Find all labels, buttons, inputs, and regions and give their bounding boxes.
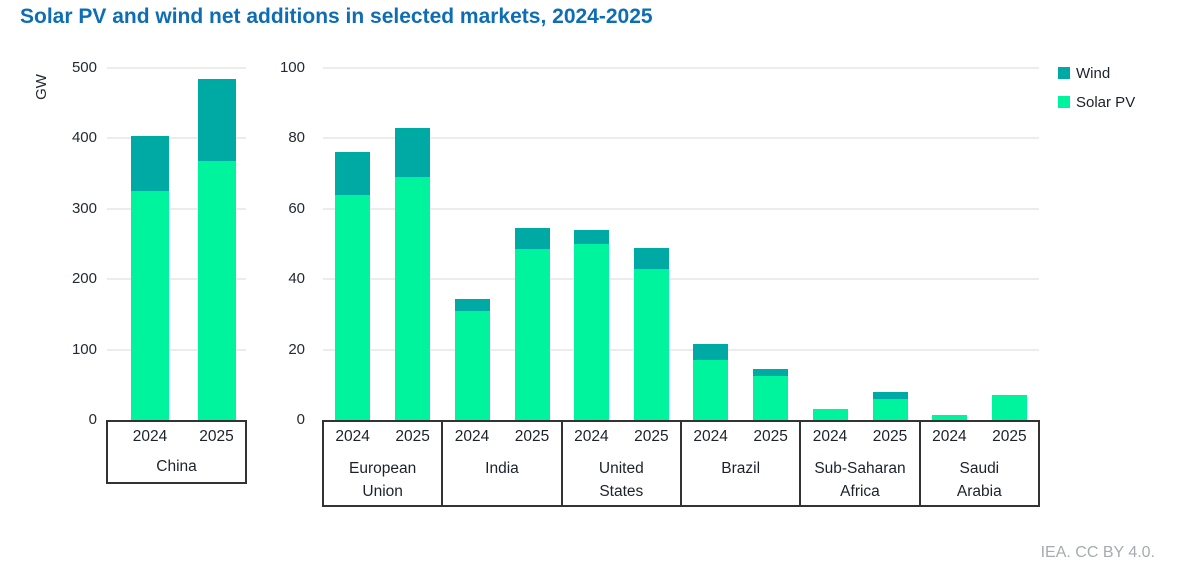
bar-segment-wind	[131, 135, 169, 192]
x-year-label: 2025	[199, 428, 234, 445]
x-year-label: 2024	[574, 428, 609, 445]
legend-item: Wind	[1058, 64, 1135, 82]
category-divider	[799, 420, 802, 507]
x-year-label: 2024	[335, 428, 370, 445]
y-tick-label: 60	[288, 199, 305, 217]
x-country-label: Arabia	[956, 483, 1002, 500]
x-year-label: 2025	[753, 428, 788, 445]
x-country-label: Africa	[840, 483, 880, 500]
category-box	[106, 420, 247, 484]
category-divider	[918, 420, 921, 507]
legend-label: Solar PV	[1076, 93, 1136, 111]
x-year-label: 2025	[872, 428, 908, 445]
gridline	[323, 137, 1039, 140]
gridline	[107, 67, 246, 69]
y-tick-label: 20	[288, 340, 305, 358]
bar-segment-wind	[872, 391, 908, 399]
bar-segment-solar-pv	[931, 414, 967, 420]
bar-segment-solar-pv	[812, 409, 848, 420]
gridline	[107, 207, 246, 210]
bar-segment-wind	[395, 127, 431, 178]
gridline	[323, 67, 1039, 69]
category-divider	[441, 420, 444, 507]
x-country-label: United	[598, 460, 644, 477]
x-year-label: 2024	[932, 428, 967, 445]
y-tick-label: 100	[71, 340, 97, 358]
gridline	[107, 348, 246, 351]
legend-swatch-wind	[1058, 67, 1070, 79]
gridline	[323, 207, 1039, 210]
bar-segment-solar-pv	[197, 160, 236, 420]
bar-segment-solar-pv	[335, 194, 371, 420]
x-country-label: Union	[362, 483, 403, 500]
x-year-label: 2024	[812, 428, 848, 445]
y-tick-label: 300	[71, 199, 97, 217]
x-country-label: India	[485, 460, 519, 477]
x-country-label: Brazil	[721, 460, 761, 477]
chart-title: Solar PV and wind net additions in selec…	[20, 5, 653, 28]
x-country-label: Sub-Saharan	[814, 460, 906, 477]
x-year-label: 2024	[454, 428, 490, 445]
bar-segment-solar-pv	[395, 177, 431, 420]
legend: Wind Solar PV	[1058, 64, 1135, 111]
bar-segment-wind	[454, 298, 490, 311]
bar-segment-wind	[573, 229, 609, 244]
x-year-label: 2024	[693, 428, 728, 445]
y-tick-label: 80	[288, 129, 305, 147]
bar-segment-wind	[633, 247, 669, 269]
bar-segment-solar-pv	[633, 268, 669, 420]
bar-segment-wind	[753, 368, 789, 376]
bar-segment-wind	[514, 228, 550, 250]
bar-segment-solar-pv	[693, 360, 729, 420]
y-tick-label: 400	[71, 129, 97, 147]
bar-segment-wind	[197, 78, 236, 161]
gridline	[107, 278, 246, 281]
gridline	[107, 137, 246, 140]
x-country-label: European	[349, 460, 417, 477]
legend-item: Solar PV	[1058, 93, 1135, 111]
x-country-label: Saudi	[959, 460, 1000, 477]
y-tick-label: 200	[71, 270, 97, 288]
x-year-label: 2025	[395, 428, 430, 445]
bar-segment-solar-pv	[991, 395, 1027, 420]
x-year-label: 2025	[992, 428, 1027, 445]
bar-segment-wind	[335, 152, 371, 195]
legend-swatch-solar-pv	[1058, 96, 1070, 108]
category-divider	[560, 420, 563, 507]
bar-segment-solar-pv	[872, 398, 908, 420]
x-country-label: China	[156, 458, 197, 475]
x-year-label: 2025	[514, 428, 550, 445]
y-tick-label: 0	[88, 411, 97, 428]
bar-segment-wind	[693, 344, 729, 361]
attribution-text: IEA. CC BY 4.0.	[1040, 544, 1155, 561]
bar-segment-solar-pv	[454, 310, 490, 420]
y-tick-label: 0	[296, 411, 305, 428]
bar-segment-solar-pv	[753, 376, 789, 420]
x-country-label: States	[599, 483, 644, 500]
category-divider	[680, 420, 682, 507]
gridline	[323, 278, 1039, 281]
x-year-label: 2024	[132, 428, 168, 445]
bar-segment-solar-pv	[131, 191, 169, 420]
y-tick-label: 100	[279, 59, 305, 76]
gridline	[323, 348, 1039, 351]
y-tick-label: 40	[288, 270, 305, 288]
bar-segment-solar-pv	[514, 249, 550, 420]
legend-label: Wind	[1076, 64, 1111, 82]
x-year-label: 2025	[634, 428, 669, 445]
bar-segment-solar-pv	[573, 244, 609, 420]
y-tick-label: 500	[71, 59, 97, 76]
